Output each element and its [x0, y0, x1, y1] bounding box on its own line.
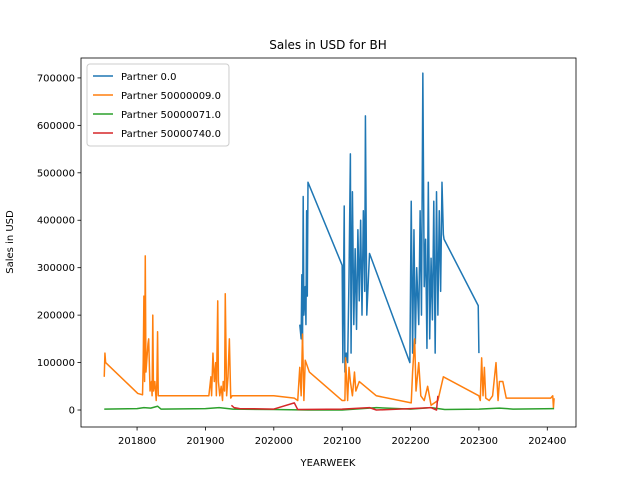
- y-axis-label: Sales in USD: [5, 210, 16, 274]
- y-tick-label: 200000: [37, 311, 75, 322]
- legend-box: [86, 63, 230, 147]
- legend-label: Partner 0.0: [121, 72, 176, 83]
- legend-label: Partner 50000071.0: [121, 110, 221, 121]
- y-tick-label: 700000: [37, 73, 75, 84]
- legend-label: Partner 50000009.0: [121, 91, 221, 102]
- series-line: [230, 395, 439, 411]
- y-tick-label: 600000: [37, 121, 75, 132]
- y-tick-label: 300000: [37, 263, 75, 274]
- series-line: [103, 255, 555, 409]
- y-tick-label: 500000: [37, 168, 75, 179]
- series-line: [104, 405, 555, 411]
- chart-title: Sales in USD for BH: [269, 38, 387, 52]
- x-tick-label: 202300: [460, 436, 498, 447]
- legend: Partner 0.0 Partner 50000009.0 Partner 500…: [86, 63, 230, 147]
- x-tick-label: 202000: [255, 436, 293, 447]
- x-axis-label: YEARWEEK: [300, 458, 356, 469]
- x-tick-label: 202400: [528, 436, 566, 447]
- y-tick-label: 0: [69, 406, 75, 417]
- x-tick-label: 202100: [323, 436, 361, 447]
- x-tick-label: 201900: [186, 436, 224, 447]
- x-tick-label: 202200: [391, 436, 429, 447]
- y-tick-label: 100000: [37, 358, 75, 369]
- y-tick-label: 400000: [37, 216, 75, 227]
- legend-label: Partner 50000740.0: [121, 129, 221, 140]
- plot-frame: [80, 57, 577, 428]
- series-line: [299, 72, 480, 373]
- x-tick-label: 201800: [118, 436, 156, 447]
